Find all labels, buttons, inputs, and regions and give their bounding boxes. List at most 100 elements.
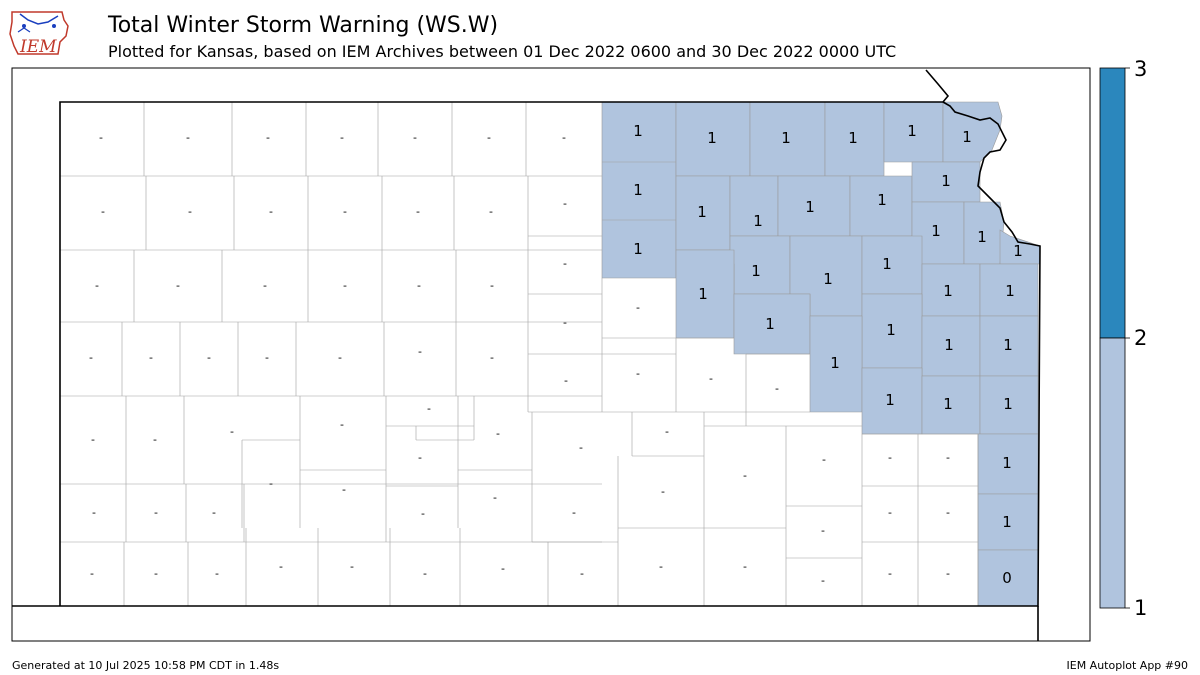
warning-counties <box>601 101 1041 607</box>
zero-mark: - <box>212 506 216 519</box>
zero-mark: - <box>413 131 417 144</box>
zero-mark: - <box>709 372 713 385</box>
label-anderson: 1 <box>1003 395 1013 413</box>
label-chase: 1 <box>830 354 840 372</box>
colorbar-tick-3: 3 <box>1134 57 1148 81</box>
zero-mark: - <box>501 562 505 575</box>
zero-mark: - <box>154 567 158 580</box>
label-lyon: 1 <box>885 391 895 409</box>
zero-mark: - <box>343 279 347 292</box>
zero-mark: - <box>418 451 422 464</box>
zero-value-markers: - - - - - - - - - - - - - - - - - - - - … <box>89 131 950 587</box>
zero-mark: - <box>186 131 190 144</box>
zero-mark: - <box>636 367 640 380</box>
label-linn: 1 <box>1002 454 1012 472</box>
zero-mark: - <box>99 131 103 144</box>
county-value-labels: 1 1 1 1 1 1 1 1 1 1 1 1 1 1 1 1 1 1 1 1 … <box>633 122 1023 587</box>
zero-mark: - <box>888 567 892 580</box>
page-subtitle: Plotted for Kansas, based on IEM Archive… <box>108 42 897 61</box>
page-title: Total Winter Storm Warning (WS.W) <box>108 13 499 38</box>
zero-mark: - <box>101 205 105 218</box>
zero-mark: - <box>416 205 420 218</box>
zero-mark: - <box>822 453 826 466</box>
label-wyandotte: 1 <box>1013 242 1023 260</box>
zero-mark: - <box>95 279 99 292</box>
label-dickinson: 1 <box>698 285 708 303</box>
zero-mark: - <box>342 483 346 496</box>
zero-mark: - <box>154 506 158 519</box>
zero-mark: - <box>946 567 950 580</box>
zero-mark: - <box>350 560 354 573</box>
zero-mark: - <box>92 506 96 519</box>
label-douglas: 1 <box>943 282 953 300</box>
label-clay: 1 <box>697 203 707 221</box>
label-pottawatomie: 1 <box>805 198 815 216</box>
label-shawnee: 1 <box>882 255 892 273</box>
zero-mark: - <box>946 506 950 519</box>
zero-mark: - <box>149 351 153 364</box>
zero-mark: - <box>417 279 421 292</box>
zero-mark: - <box>269 477 273 490</box>
label-bourbon: 1 <box>1002 513 1012 531</box>
zero-mark: - <box>743 560 747 573</box>
label-marshall: 1 <box>781 129 791 147</box>
label-leavenworth: 1 <box>977 228 987 246</box>
zero-mark: - <box>207 351 211 364</box>
colorbar-segment-lower <box>1099 337 1126 609</box>
zero-mark: - <box>661 485 665 498</box>
label-riley: 1 <box>753 212 763 230</box>
zero-mark: - <box>343 205 347 218</box>
generated-timestamp: Generated at 10 Jul 2025 10:58 PM CDT in… <box>12 659 280 672</box>
zero-mark: - <box>188 205 192 218</box>
zero-mark: - <box>563 197 567 210</box>
zero-mark: - <box>418 345 422 358</box>
zero-mark: - <box>263 279 267 292</box>
zero-mark: - <box>421 507 425 520</box>
zero-mark: - <box>572 506 576 519</box>
zero-mark: - <box>423 567 427 580</box>
label-washington: 1 <box>707 129 717 147</box>
zero-mark: - <box>563 316 567 329</box>
zero-mark: - <box>279 560 283 573</box>
zero-mark: - <box>564 374 568 387</box>
zero-mark: - <box>888 451 892 464</box>
zero-mark: - <box>487 131 491 144</box>
label-miami: 1 <box>1003 336 1013 354</box>
zero-mark: - <box>269 205 273 218</box>
label-wabaunsee: 1 <box>823 270 833 288</box>
label-crawford: 0 <box>1002 569 1012 587</box>
colorbar-segment-upper <box>1099 67 1126 339</box>
label-republic: 1 <box>633 122 643 140</box>
zero-mark: - <box>659 560 663 573</box>
label-atchison: 1 <box>941 172 951 190</box>
zero-mark: - <box>562 131 566 144</box>
zero-mark: - <box>91 433 95 446</box>
app-id: IEM Autoplot App #90 <box>1066 659 1189 672</box>
zero-mark: - <box>563 257 567 270</box>
iem-logo: IEM <box>9 11 69 57</box>
logo-text: IEM <box>19 37 57 57</box>
label-nemaha: 1 <box>848 129 858 147</box>
zero-mark: - <box>266 131 270 144</box>
label-geary: 1 <box>751 262 761 280</box>
label-jefferson: 1 <box>931 222 941 240</box>
zero-mark: - <box>579 441 583 454</box>
county-boundaries <box>60 102 979 606</box>
label-franklin: 1 <box>944 336 954 354</box>
kansas-state-outline <box>59 69 1041 607</box>
zero-mark: - <box>821 524 825 537</box>
zero-mark: - <box>265 351 269 364</box>
label-cloud: 1 <box>633 181 643 199</box>
zero-mark: - <box>580 567 584 580</box>
zero-mark: - <box>888 506 892 519</box>
zero-mark: - <box>176 279 180 292</box>
zero-mark: - <box>636 301 640 314</box>
zero-mark: - <box>215 567 219 580</box>
label-coffey: 1 <box>943 395 953 413</box>
colorbar <box>1099 67 1130 609</box>
label-osage: 1 <box>886 321 896 339</box>
label-ottawa: 1 <box>633 240 643 258</box>
colorbar-tick-1: 1 <box>1134 596 1148 620</box>
zero-mark: - <box>493 491 497 504</box>
